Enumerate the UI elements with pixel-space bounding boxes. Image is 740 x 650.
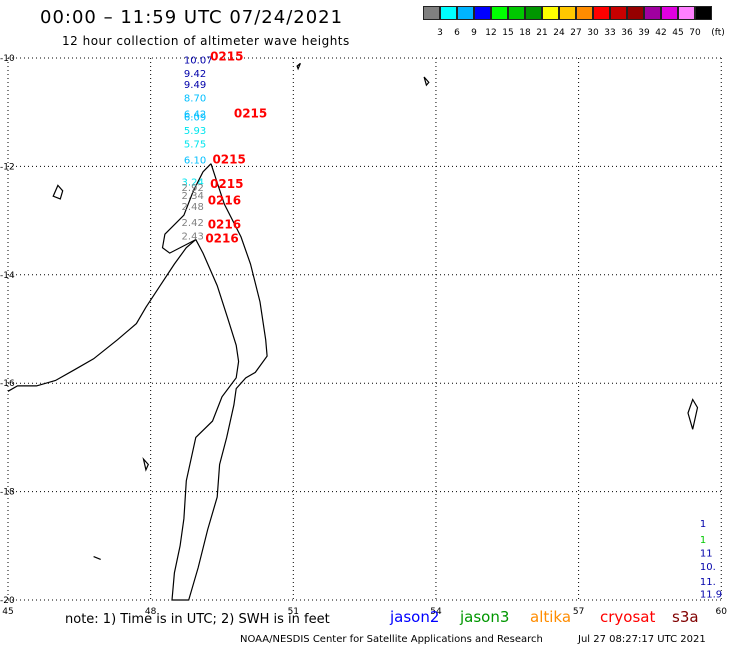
swh-value-label: 11. (700, 577, 716, 588)
legend-swatch (491, 6, 508, 20)
swh-value-label: 1 (700, 519, 706, 530)
swh-value-label: 10. (700, 562, 716, 573)
swh-value-label: 3.24 (182, 177, 204, 188)
swh-value-label: 2.48 (182, 202, 204, 213)
legend-swatch (474, 6, 491, 20)
island-outline (52, 184, 64, 200)
island-outline (296, 62, 301, 71)
satellite-legend-jason2: jason2 (390, 608, 440, 626)
legend-swatch (508, 6, 525, 20)
legend-tick-label: 42 (655, 28, 667, 38)
legend-tick-label: 12 (485, 28, 497, 38)
swh-value-label: 2.42 (182, 218, 204, 229)
observation-time-label: 0215 (210, 177, 243, 191)
map-title: 00:00 – 11:59 UTC 07/24/2021 (40, 7, 344, 28)
northern-madagascar-coast (161, 163, 212, 254)
legend-tick-label: 70 (689, 28, 701, 38)
swh-value-label: 2.92 (182, 183, 204, 194)
legend-swatch (610, 6, 627, 20)
observation-time-label: 0216 (208, 218, 241, 232)
map-subtitle: 12 hour collection of altimeter wave hei… (62, 34, 350, 48)
observation-time-label: 0215 (210, 50, 243, 64)
legend-tick-label: 27 (570, 28, 582, 38)
legend-tick-label: 36 (621, 28, 633, 38)
legend-swatch (440, 6, 457, 20)
observation-time-label: 0215 (234, 107, 267, 121)
legend-swatch (525, 6, 542, 20)
legend-swatch (644, 6, 661, 20)
swh-value-label: 10.07 (184, 55, 213, 66)
longitude-label: 60 (716, 607, 728, 617)
swh-value-label: 6.10 (184, 156, 206, 167)
island-outline (142, 456, 150, 472)
legend-tick-label: 24 (553, 28, 565, 38)
legend-tick-label: 21 (536, 28, 548, 38)
legend-tick-label: 18 (519, 28, 531, 38)
satellite-legend-s3a: s3a (672, 608, 699, 626)
swh-value-label: 9.49 (184, 80, 206, 91)
legend-swatch (423, 6, 440, 20)
legend-tick-label: 9 (471, 28, 477, 38)
legend-tick-label: 45 (672, 28, 684, 38)
swh-observations: 10.07 9.429.49 8.70 6.426.09 5.93 5.75 6.10 3.2… (182, 50, 723, 601)
color-legend: 3 6 9 12 15 18 21 24 27 30 33 36 39 42 45 70 (ft) (423, 6, 725, 38)
swh-value-label: 6.42 (184, 110, 206, 121)
axis-labels: 45 48 51 54 57 60 -10 -12 -14 -16 -18 -20 (0, 54, 727, 617)
latitude-label: -10 (0, 54, 15, 64)
island-outline (687, 398, 699, 430)
swh-value-label: 1 (700, 535, 706, 546)
lat-lon-grid (7, 57, 722, 601)
swh-value-label: 8.70 (184, 93, 206, 104)
latitude-label: -20 (0, 596, 15, 606)
swh-value-label: 5.93 (184, 126, 206, 137)
legend-unit: (ft) (711, 28, 725, 38)
swh-value-label: 11 (700, 549, 713, 560)
latitude-label: -14 (0, 271, 15, 281)
observation-time-label: 0216 (205, 231, 238, 245)
longitude-label: 48 (145, 607, 157, 617)
swh-value-label: 5.75 (184, 139, 206, 150)
legend-swatch (542, 6, 559, 20)
legend-tick-label: 33 (604, 28, 616, 38)
longitude-label: 45 (2, 607, 13, 617)
observation-time-label: 0215 (212, 153, 245, 167)
longitude-label: 57 (573, 607, 584, 617)
legend-tick-label: 6 (454, 28, 460, 38)
legend-swatch (678, 6, 695, 20)
swh-value-label: 11.9 (700, 589, 722, 600)
legend-tick-label: 3 (437, 28, 443, 38)
island-outline (423, 76, 430, 87)
legend-swatch (593, 6, 610, 20)
satellite-legend-cryosat: cryosat (600, 608, 656, 626)
madagascar-coast (7, 163, 268, 601)
swh-value-label: 2.34 (182, 191, 204, 202)
generation-timestamp: Jul 27 08:27:17 UTC 2021 (578, 634, 706, 645)
swh-value-label: 2.43 (182, 232, 204, 243)
swh-value-label: 9.42 (184, 69, 206, 80)
legend-swatch (661, 6, 678, 20)
legend-tick-label: 39 (638, 28, 650, 38)
legend-swatch (559, 6, 576, 20)
coastline (7, 62, 699, 601)
swh-value-label: 6.09 (184, 112, 206, 123)
legend-tick-label: 30 (587, 28, 599, 38)
longitude-label: 51 (288, 607, 299, 617)
satellite-legend-jason3: jason3 (460, 608, 510, 626)
island-outline (93, 556, 101, 560)
legend-tick-label: 15 (502, 28, 514, 38)
credit-line: NOAA/NESDIS Center for Satellite Applica… (240, 634, 543, 645)
longitude-label: 54 (430, 607, 442, 617)
observation-time-label: 0216 (208, 193, 241, 207)
latitude-label: -12 (0, 162, 15, 172)
legend-swatch (695, 6, 712, 20)
legend-swatch (627, 6, 644, 20)
legend-swatch (457, 6, 474, 20)
satellite-legend-altika: altika (530, 608, 572, 626)
legend-swatch (576, 6, 593, 20)
footnote: note: 1) Time is in UTC; 2) SWH is in fe… (65, 612, 330, 627)
latitude-label: -16 (0, 379, 15, 389)
latitude-label: -18 (0, 488, 15, 498)
